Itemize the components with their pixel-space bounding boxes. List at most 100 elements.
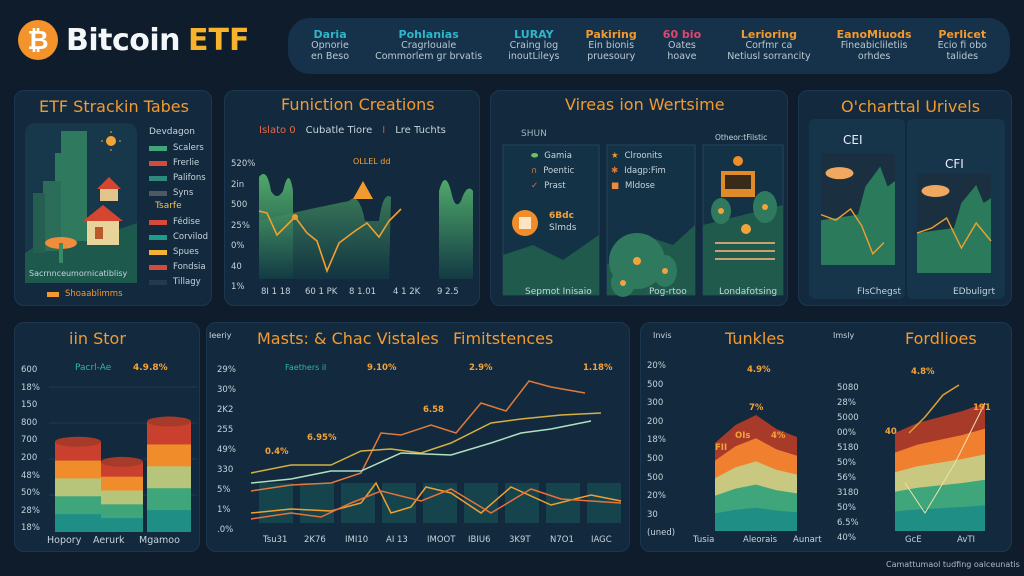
cloud-icon [921, 185, 950, 197]
legend-label: Mldose [625, 181, 655, 191]
nav-item-2[interactable]: LURAY Craing log inoutLileys [508, 28, 560, 63]
x-label: Aleorais [743, 535, 778, 545]
panel-chartal-urivels: O'charttal Urivels CEI CFI FIsChegst EDb… [798, 90, 1012, 306]
nav-item-3[interactable]: Pakiring Ein bionis pruesoury [586, 28, 637, 63]
nav-item-line2: orhdes [857, 51, 891, 63]
nav-item-line1: Corfmr ca [745, 40, 793, 52]
legend-item: Islato 0 [259, 125, 296, 136]
bar-segment [101, 503, 143, 519]
legend-item: ⬬ Gamia [531, 151, 572, 161]
y-tick-label: 18% [21, 523, 40, 534]
y-tick-label: 330 [217, 465, 234, 475]
nav-item-6[interactable]: EanoMiuods Fineabicliletiis orhdes [837, 28, 912, 63]
legend-item: Corvilod [149, 232, 208, 242]
bar-segment [147, 465, 191, 489]
y-tick-label: 29% [217, 365, 236, 375]
x-tick-label: 4 1 2K [393, 287, 421, 297]
nav-item-5[interactable]: Lerioring Corfmr ca Netiusl sorrancity [727, 28, 810, 63]
legend-item: ✓ Prast [531, 181, 566, 191]
column-1-caption: Sepmot Inisaio [525, 287, 592, 297]
y-tick-label: 5180 [837, 443, 859, 453]
legend-swatch [149, 190, 167, 196]
nav-item-0[interactable]: Daria Opnorie en Beso [311, 28, 349, 63]
bar-segment [55, 441, 101, 461]
etf-illustration [25, 123, 137, 283]
panel1-footer: Shoaablimms [47, 289, 123, 299]
legend-swatch [149, 175, 167, 181]
y-tick-label: 800 [21, 417, 38, 428]
app-logo[interactable]: ₿ Bitcoin ETF [18, 20, 249, 60]
bar [505, 483, 539, 523]
legend-item: Fondsia [149, 262, 206, 272]
nav-item-line1: Craing log [509, 40, 559, 52]
stacked-area-chart-2 [895, 384, 986, 531]
y-tick-label: 5080 [837, 383, 859, 393]
illustration-caption: Sacrnnceumornicatiblisy [29, 269, 128, 278]
bar [546, 483, 580, 523]
y-tick-label: 6.5% [837, 518, 859, 528]
y-tick-label: 5000 [837, 413, 859, 423]
nav-item-heading: 60 bio [662, 27, 702, 41]
bar-segment [55, 477, 101, 497]
y-tick-label: 00% [837, 428, 856, 438]
logo-title-main: Bitcoin [66, 22, 181, 58]
panel-title: Tunkles [725, 329, 785, 348]
panel-etf-tracking: ETF Strackin Tabes Sacrnnceumornicatibli… [14, 90, 212, 306]
legend-item: Tillagy [149, 277, 201, 287]
bar [341, 483, 375, 523]
series-line [820, 207, 885, 256]
area [917, 185, 991, 273]
y-tick-label: 200 [647, 416, 664, 427]
annotation: 40 [885, 427, 897, 437]
panel-title-right: Fimitstences [453, 329, 554, 348]
area-band [895, 505, 985, 531]
y-tick-label: 50% [21, 488, 40, 499]
y-tick-label: 500 [647, 454, 664, 464]
bitcoin-icon: ₿ [18, 20, 58, 60]
y-tick-label: 40 [231, 261, 242, 272]
nav-item-7[interactable]: Perlicet Ecio fi obo talides [938, 28, 987, 63]
nav-item-1[interactable]: Pohlanias Cragrlouale Commorlem gr brvatis [375, 28, 482, 63]
legend-label: Shoaablimms [65, 289, 123, 299]
annotation: 2.9% [469, 363, 493, 373]
annotation: 6.95% [307, 433, 337, 443]
panel-title: O'charttal Urivels [841, 97, 981, 116]
bar-segment [55, 459, 101, 479]
series-line [916, 216, 992, 250]
card-1-label: CEI [843, 133, 863, 147]
x-label: Tusia [693, 535, 715, 545]
bar-cap [55, 436, 101, 447]
legend-item: ✱ Idagp:Fim [611, 166, 666, 176]
column-3-caption: Londafotsing [719, 287, 778, 297]
legend-item: Scalers [149, 143, 204, 153]
square-icon: ■ [611, 181, 620, 191]
area-band [715, 507, 797, 531]
panel-title: Fordlioes [905, 329, 977, 348]
legend-label: Syns [173, 188, 194, 198]
y-tick-label: 1% [231, 282, 245, 292]
footer-note: Camattumaol tudfing oalceunatis [886, 560, 1020, 569]
versions-illustration [502, 144, 784, 297]
nav-item-line2: inoutLileys [508, 51, 560, 63]
x-tick-label: Tsu31 [263, 535, 288, 545]
legend-item: Syns [149, 188, 193, 198]
x-label: AvTI [957, 535, 976, 545]
x-label: Aerurk [93, 535, 125, 546]
x-label: Hopory [47, 535, 82, 546]
nav-item-line1: Cragrlouale [401, 40, 457, 52]
legend-swatch [149, 249, 167, 255]
panel-title: Funiction Creations [281, 95, 435, 114]
legend-item: Spues [149, 247, 199, 257]
x-tick-label: 60 1 PK [305, 287, 338, 297]
top-nav: Daria Opnorie en Beso Pohlanias Cragrlouale C… [288, 18, 1010, 74]
y-tick-label: 30% [217, 385, 236, 395]
chart-annotation: OLLEL dd [353, 157, 391, 166]
y-tick-label: 600 [21, 365, 38, 375]
nav-item-line1: Fineabicliletiis [840, 40, 908, 52]
annotation: OIs [735, 431, 751, 441]
panel-area-charts: Invis Tunkles Imsly Fordlioes 20% 500 300 2… [640, 322, 1012, 552]
panel-title: ETF Strackin Tabes [39, 97, 189, 116]
legend-label: Corvilod [173, 232, 208, 242]
nav-item-4[interactable]: 60 bio Oates hoave [662, 27, 702, 63]
stacked-cylinder-chart [49, 386, 197, 532]
